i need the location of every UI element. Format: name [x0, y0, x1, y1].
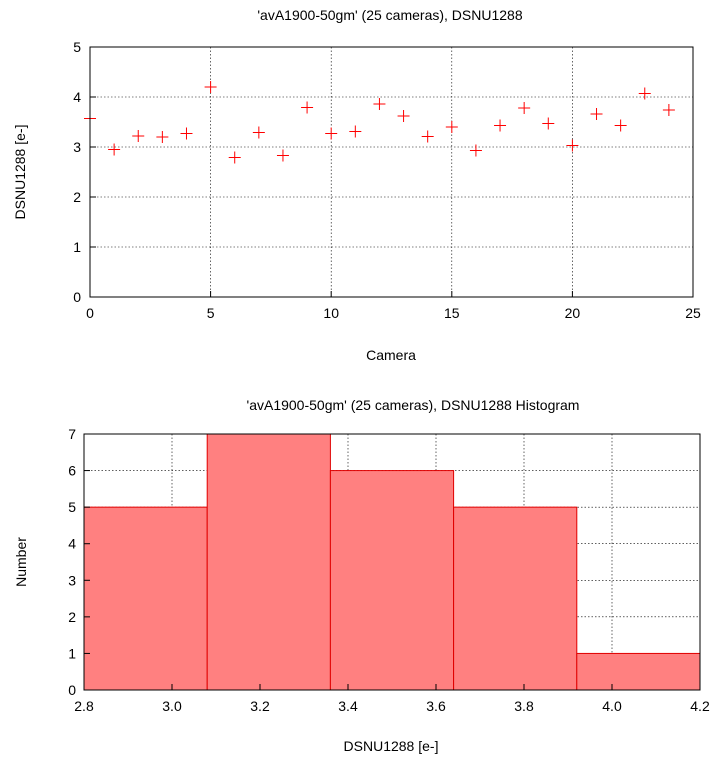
scatter-point — [180, 127, 193, 140]
histogram-xlabel: DSNU1288 [e-] — [344, 738, 439, 754]
histogram-ytick-label: 3 — [68, 572, 76, 588]
histogram-xtick-label: 3.4 — [338, 698, 358, 714]
scatter-grid — [90, 47, 693, 297]
scatter-xtick-label: 0 — [86, 305, 94, 321]
histogram-bar — [576, 652, 701, 691]
scatter-point — [421, 130, 434, 143]
scatter-point — [566, 139, 579, 152]
scatter-point — [325, 127, 338, 140]
scatter-point — [228, 151, 241, 164]
histogram-ytick-label: 2 — [68, 609, 76, 625]
scatter-point — [469, 144, 482, 157]
histogram-bar — [329, 470, 455, 691]
scatter-point — [445, 121, 458, 133]
scatter-point — [397, 110, 410, 122]
scatter-point — [638, 87, 651, 100]
scatter-xtick-label: 15 — [444, 305, 460, 321]
scatter-chart: 'avA1900-50gm' (25 cameras), DSNU1288 0 5… — [12, 7, 701, 363]
scatter-ylabel: DSNU1288 [e-] — [12, 125, 28, 220]
scatter-point — [132, 130, 145, 142]
histogram-ytick-label: 5 — [68, 499, 76, 515]
scatter-xtick-label: 10 — [323, 305, 339, 321]
histogram-ylabel: Number — [13, 537, 29, 587]
histogram-bar — [83, 506, 208, 691]
scatter-point — [662, 104, 675, 116]
scatter-point — [156, 131, 169, 143]
scatter-point — [301, 101, 314, 114]
scatter-point — [542, 117, 555, 130]
histogram-xtick-label: 4.0 — [602, 698, 622, 714]
histogram-ytick-label: 6 — [68, 463, 76, 479]
scatter-title: 'avA1900-50gm' (25 cameras), DSNU1288 — [257, 7, 522, 23]
histogram-xtick-label: 4.2 — [690, 698, 710, 714]
histogram-xtick-label: 3.6 — [426, 698, 446, 714]
scatter-points — [84, 81, 675, 164]
scatter-point — [614, 119, 627, 132]
scatter-ytick-label: 0 — [73, 289, 81, 305]
histogram-ticks: 2.8 3.0 3.2 3.4 3.6 3.8 4.0 4.2 0 1 2 3 4 5 6 7 — [68, 426, 710, 714]
histogram-title: 'avA1900-50gm' (25 cameras), DSNU1288 Hi… — [247, 397, 580, 413]
histogram-ytick-label: 4 — [68, 536, 76, 552]
scatter-xtick-label: 20 — [565, 305, 581, 321]
scatter-ytick-label: 2 — [73, 189, 81, 205]
scatter-point — [108, 143, 121, 156]
histogram-xtick-label: 3.2 — [250, 698, 270, 714]
histogram-xtick-label: 3.8 — [514, 698, 534, 714]
scatter-point — [349, 125, 362, 138]
scatter-ytick-label: 5 — [73, 39, 81, 55]
scatter-point — [518, 102, 531, 114]
histogram-xtick-label: 3.0 — [162, 698, 182, 714]
histogram-bars — [83, 433, 701, 691]
scatter-point — [373, 98, 386, 110]
scatter-point — [276, 149, 289, 162]
scatter-xtick-label: 25 — [685, 305, 701, 321]
scatter-ticks: 0 5 10 15 20 25 0 1 2 3 4 5 — [73, 39, 701, 321]
scatter-plot-frame — [89, 46, 694, 298]
histogram-ytick-label: 7 — [68, 426, 76, 442]
histogram-xtick-label: 2.8 — [74, 698, 94, 714]
scatter-point — [494, 119, 507, 132]
scatter-point — [252, 126, 265, 139]
scatter-xlabel: Camera — [366, 347, 416, 363]
histogram-bar — [206, 433, 331, 691]
scatter-ytick-label: 4 — [73, 89, 81, 105]
histogram-plot-frame — [83, 433, 701, 691]
scatter-ytick-label: 3 — [73, 139, 81, 155]
scatter-point — [204, 81, 217, 93]
scatter-point — [590, 108, 603, 120]
histogram-ytick-label: 1 — [68, 645, 76, 661]
histogram-ytick-label: 0 — [68, 682, 76, 698]
scatter-ytick-label: 1 — [73, 239, 81, 255]
histogram-bar — [453, 506, 578, 691]
scatter-xtick-label: 5 — [207, 305, 215, 321]
histogram-chart: 'avA1900-50gm' (25 cameras), DSNU1288 Hi… — [13, 397, 710, 754]
